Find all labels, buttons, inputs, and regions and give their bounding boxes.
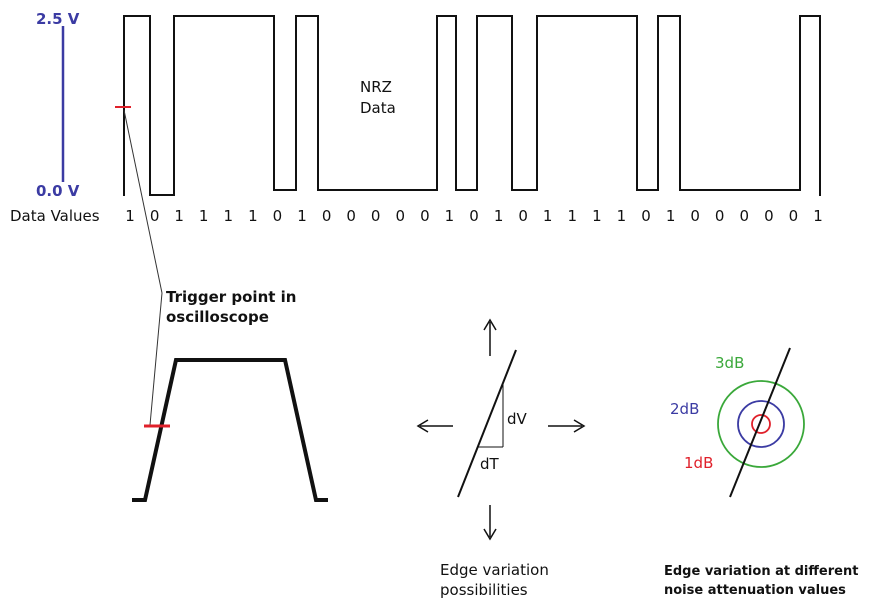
data-bit: 1 bbox=[224, 207, 234, 225]
data-bit: 0 bbox=[273, 207, 283, 225]
dv-label: dV bbox=[507, 410, 528, 428]
data-bit: 1 bbox=[813, 207, 823, 225]
data-bit: 1 bbox=[199, 207, 209, 225]
ring-2db bbox=[737, 400, 785, 448]
data-bit: 0 bbox=[396, 207, 406, 225]
data-bit: 0 bbox=[764, 207, 774, 225]
data-bit: 0 bbox=[420, 207, 430, 225]
data-bit: 0 bbox=[322, 207, 332, 225]
data-bit: 1 bbox=[494, 207, 504, 225]
data-bit: 1 bbox=[568, 207, 578, 225]
data-bit: 1 bbox=[297, 207, 307, 225]
data-bit: 1 bbox=[543, 207, 553, 225]
arrow-down-icon bbox=[483, 528, 497, 541]
data-bit: 1 bbox=[666, 207, 676, 225]
data-bit: 1 bbox=[445, 207, 455, 225]
arrow-left-icon bbox=[416, 419, 429, 433]
data-bit: 0 bbox=[469, 207, 479, 225]
ring-1db bbox=[751, 414, 771, 434]
data-bit: 0 bbox=[346, 207, 356, 225]
data-bit: 1 bbox=[174, 207, 184, 225]
edge-variation-caption-line1: Edge variation bbox=[440, 561, 549, 579]
noise-caption-line2: noise attenuation values bbox=[664, 583, 846, 598]
data-values-label: Data Values bbox=[10, 207, 100, 225]
nrz-waveform bbox=[123, 15, 821, 196]
data-bit: 0 bbox=[715, 207, 725, 225]
nrz-title-line1: NRZ bbox=[360, 78, 392, 96]
data-bit: 1 bbox=[592, 207, 602, 225]
edge-variation-diagram: dV dT bbox=[416, 318, 586, 541]
data-bit: 1 bbox=[125, 207, 135, 225]
data-bit: 0 bbox=[641, 207, 651, 225]
trapezoid-pulse bbox=[132, 358, 328, 502]
trigger-pointer-line-lower bbox=[149, 292, 163, 426]
ring-3db bbox=[717, 380, 805, 468]
data-bit: 1 bbox=[248, 207, 258, 225]
noise-caption-line1: Edge variation at different bbox=[664, 564, 858, 579]
noise-edge-line bbox=[729, 347, 791, 498]
edge-variation-caption-line2: possibilities bbox=[440, 581, 528, 599]
data-bit: 0 bbox=[150, 207, 160, 225]
dt-label: dT bbox=[480, 455, 500, 473]
arrow-right-icon bbox=[573, 419, 586, 433]
data-bit: 0 bbox=[740, 207, 750, 225]
nrz-title-line2: Data bbox=[360, 99, 396, 117]
data-bit: 0 bbox=[690, 207, 700, 225]
low-voltage-label: 0.0 V bbox=[36, 182, 80, 200]
data-bit: 0 bbox=[789, 207, 799, 225]
arrow-up-icon bbox=[483, 318, 497, 331]
data-bit: 0 bbox=[371, 207, 381, 225]
edge-line bbox=[457, 349, 517, 498]
data-bit: 0 bbox=[518, 207, 528, 225]
label-2db: 2dB bbox=[670, 400, 699, 418]
data-bit: 1 bbox=[617, 207, 627, 225]
label-3db: 3dB bbox=[715, 354, 744, 372]
trigger-label-line2: oscilloscope bbox=[166, 308, 269, 326]
noise-attenuation-diagram: 3dB 2dB 1dB bbox=[670, 347, 805, 498]
label-1db: 1dB bbox=[684, 454, 713, 472]
trigger-pointer-line bbox=[123, 109, 163, 294]
trigger-label-line1: Trigger point in bbox=[166, 288, 296, 306]
high-voltage-label: 2.5 V bbox=[36, 10, 80, 28]
